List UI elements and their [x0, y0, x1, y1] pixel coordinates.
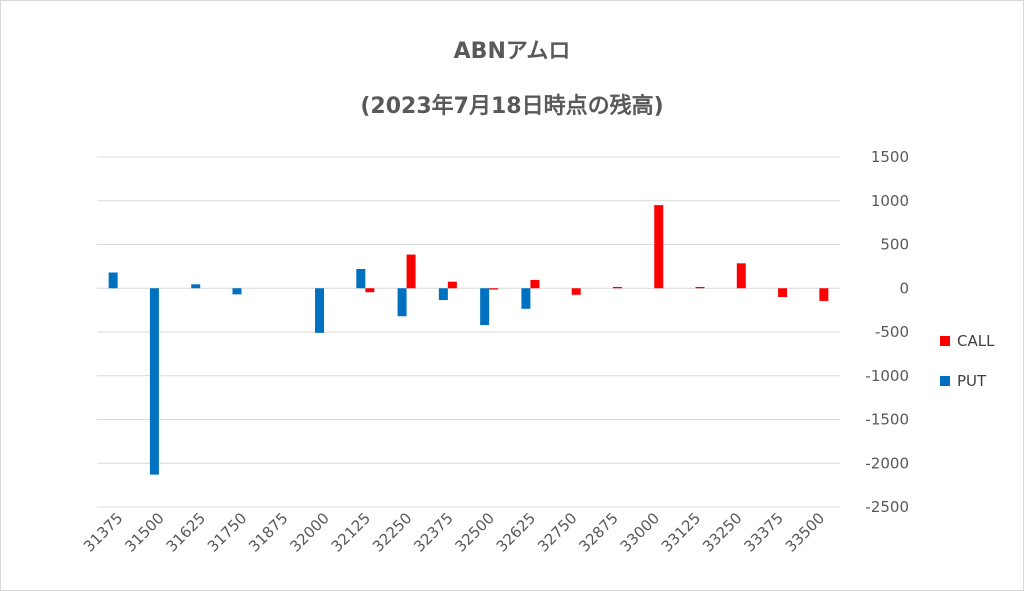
x-tick-label: 32125 [328, 509, 374, 555]
bar-put-31625 [191, 284, 201, 289]
bar-put-32250 [397, 288, 407, 317]
x-tick-label: 31875 [245, 509, 291, 555]
legend-label-put: PUT [957, 372, 987, 390]
x-tick-label: 31625 [163, 509, 209, 555]
x-tick-label: 33125 [658, 509, 704, 555]
bar-call-33000 [654, 205, 664, 289]
y-tick-label: -2000 [865, 454, 909, 472]
x-tick-label: 32875 [575, 509, 621, 555]
bar-call-32375 [447, 281, 457, 289]
legend-label-call: CALL [957, 332, 995, 350]
x-tick-label: 32750 [534, 509, 580, 555]
x-tick-label: 33375 [740, 509, 786, 555]
y-tick-label: 500 [880, 236, 909, 254]
chart-title: ABNアムロ [453, 39, 571, 64]
x-tick-label: 32625 [493, 509, 539, 555]
y-tick-label: -1000 [865, 367, 909, 385]
x-tick-label: 31375 [80, 509, 126, 555]
bar-put-32000 [315, 288, 325, 333]
bar-put-31750 [232, 288, 242, 295]
bar-call-33375 [778, 288, 788, 297]
legend-swatch-put [940, 376, 950, 386]
bar-call-32500 [489, 288, 499, 290]
y-tick-label: 1500 [871, 148, 909, 166]
bar-call-33250 [736, 263, 746, 289]
bar-put-31500 [149, 288, 159, 475]
x-tick-label: 33250 [699, 509, 745, 555]
bar-call-32875 [612, 286, 622, 289]
chart-subtitle: (2023年7月18日時点の残高) [360, 94, 664, 119]
legend-swatch-call [940, 336, 950, 346]
bar-put-32500 [480, 288, 490, 325]
bar-call-32625 [530, 279, 540, 289]
bar-put-32375 [438, 288, 448, 301]
legend-item-put: PUT [940, 372, 986, 390]
bar-put-32625 [521, 288, 531, 309]
x-tick-label: 32375 [410, 509, 456, 555]
y-tick-label: -500 [875, 323, 909, 341]
bar-call-32125 [365, 288, 375, 293]
bar-put-31375 [108, 272, 118, 289]
x-tick-label: 32000 [286, 509, 332, 555]
x-tick-label: 31500 [121, 509, 167, 555]
x-tick-label: 33000 [617, 509, 663, 555]
bar-call-32250 [406, 254, 416, 289]
x-tick-label: 32250 [369, 509, 415, 555]
y-tick-label: -2500 [865, 498, 909, 516]
y-tick-label: 1000 [871, 192, 909, 210]
y-tick-label: 0 [899, 279, 909, 297]
bar-call-32750 [571, 288, 581, 295]
bar-call-33125 [695, 286, 705, 289]
bar-put-32125 [356, 269, 366, 289]
x-tick-label: 32500 [451, 509, 497, 555]
x-tick-label: 31750 [204, 509, 250, 555]
bar-call-33500 [819, 288, 829, 301]
legend-item-call: CALL [940, 332, 994, 350]
y-tick-label: -1500 [865, 411, 909, 429]
x-tick-label: 33500 [782, 509, 828, 555]
